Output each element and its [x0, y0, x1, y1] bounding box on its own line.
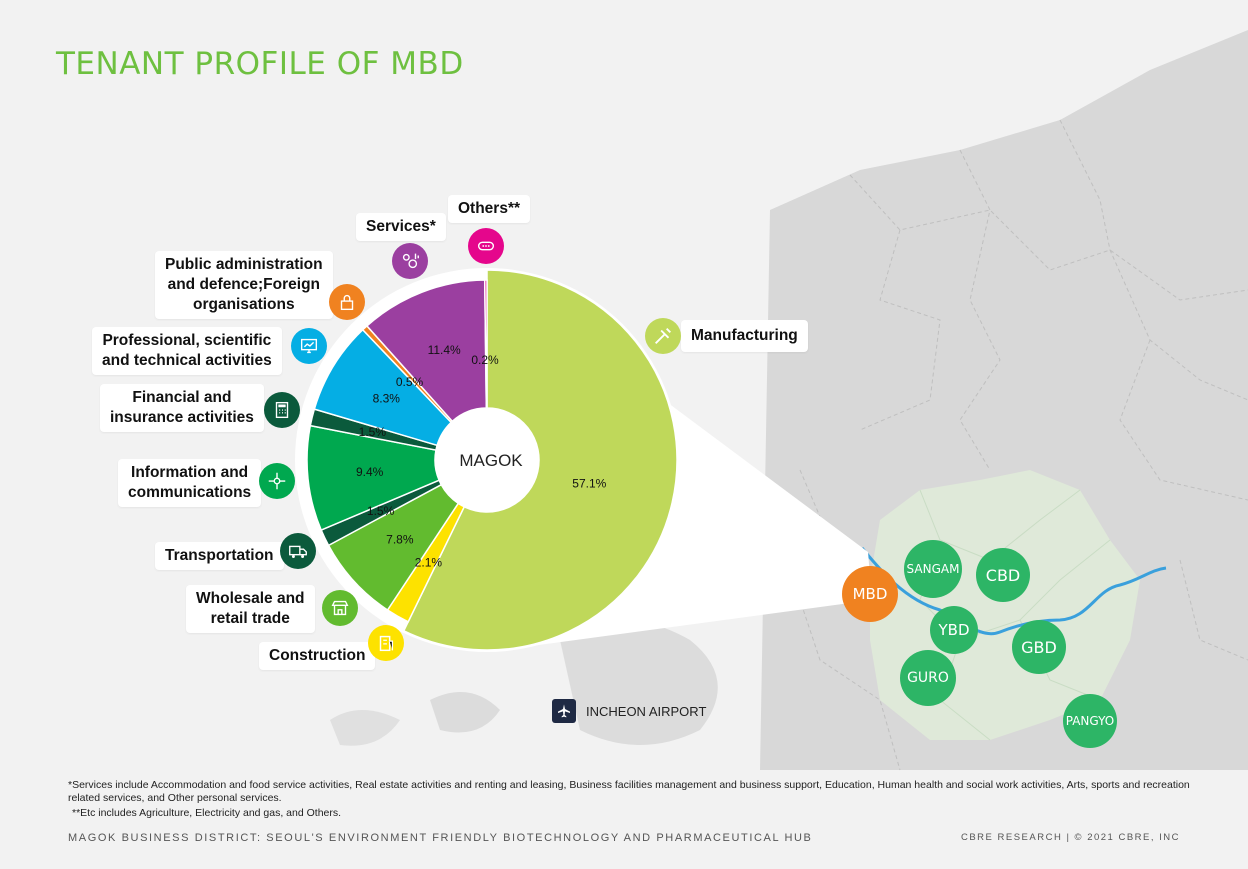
- value-label: 9.4%: [356, 465, 384, 479]
- district-cbd: CBD: [976, 548, 1030, 602]
- more-dots-icon: [468, 228, 504, 264]
- district-gbd: GBD: [1012, 620, 1066, 674]
- calculator-icon: [264, 392, 300, 428]
- truck-icon: [280, 533, 316, 569]
- value-label: 11.4%: [428, 343, 461, 357]
- label-wholesale: Wholesale and retail trade: [186, 585, 315, 633]
- value-label: 57.1%: [572, 477, 606, 491]
- label-wholesale-line1: Wholesale and: [196, 590, 305, 607]
- building-icon: [368, 625, 404, 661]
- label-financial-line1: Financial and: [132, 389, 232, 406]
- label-public-line1: Public administration: [165, 256, 323, 273]
- district-mbd: MBD: [842, 566, 898, 622]
- label-construction: Construction: [259, 642, 376, 670]
- service-gears-icon: [392, 243, 428, 279]
- label-public-line2: and defence;Foreign: [167, 276, 321, 293]
- value-label: 7.8%: [386, 533, 414, 547]
- airport-label: INCHEON AIRPORT: [586, 703, 707, 719]
- center-label: MAGOK: [459, 451, 523, 470]
- lock-icon: [329, 284, 365, 320]
- label-information-line2: communications: [128, 484, 252, 501]
- district-pangyo: PANGYO: [1063, 694, 1117, 748]
- label-public-line3: organisations: [192, 296, 295, 313]
- district-sangam: SANGAM: [904, 540, 962, 598]
- label-financial-line2: insurance activities: [110, 409, 254, 426]
- monitor-chart-icon: [291, 328, 327, 364]
- page-title: TENANT PROFILE OF MBD: [56, 46, 464, 82]
- value-label: 2.1%: [415, 555, 443, 569]
- store-icon: [322, 590, 358, 626]
- value-label: 1.5%: [367, 504, 395, 518]
- value-label: 0.2%: [471, 353, 499, 367]
- donut-hole: [435, 408, 539, 512]
- value-label: 0.5%: [396, 375, 424, 389]
- footer-copyright: CBRE RESEARCH | © 2021 CBRE, INC: [960, 832, 1180, 843]
- footnote-etc: **Etc includes Agriculture, Electricity …: [72, 807, 342, 819]
- label-information-line1: Information and: [131, 464, 249, 481]
- district-ybd: YBD: [930, 606, 978, 654]
- label-transportation: Transportation: [155, 542, 284, 570]
- label-information: Information and communications: [118, 459, 262, 507]
- airplane-icon: [552, 699, 576, 723]
- footnote-services: *Services include Accommodation and food…: [68, 779, 1190, 804]
- label-manufacturing: Manufacturing: [681, 320, 808, 352]
- label-services: Services*: [356, 213, 446, 241]
- airport-marker: INCHEON AIRPORT: [552, 699, 706, 723]
- label-others: Others**: [448, 195, 531, 223]
- label-professional-line2: and technical activities: [102, 352, 272, 369]
- label-professional: Professional, scientific and technical a…: [92, 327, 282, 375]
- footer-report-title: MAGOK BUSINESS DISTRICT: SEOUL'S ENVIRON…: [68, 832, 813, 844]
- label-financial: Financial and insurance activities: [100, 384, 264, 432]
- tools-icon: [645, 318, 681, 354]
- district-guro: GURO: [900, 650, 956, 706]
- label-public: Public administration and defence;Foreig…: [155, 251, 333, 319]
- value-label: 8.3%: [373, 392, 401, 406]
- label-professional-line1: Professional, scientific: [102, 332, 272, 349]
- value-label: 1.5%: [359, 425, 387, 439]
- label-wholesale-line2: retail trade: [210, 610, 290, 627]
- network-icon: [259, 463, 295, 499]
